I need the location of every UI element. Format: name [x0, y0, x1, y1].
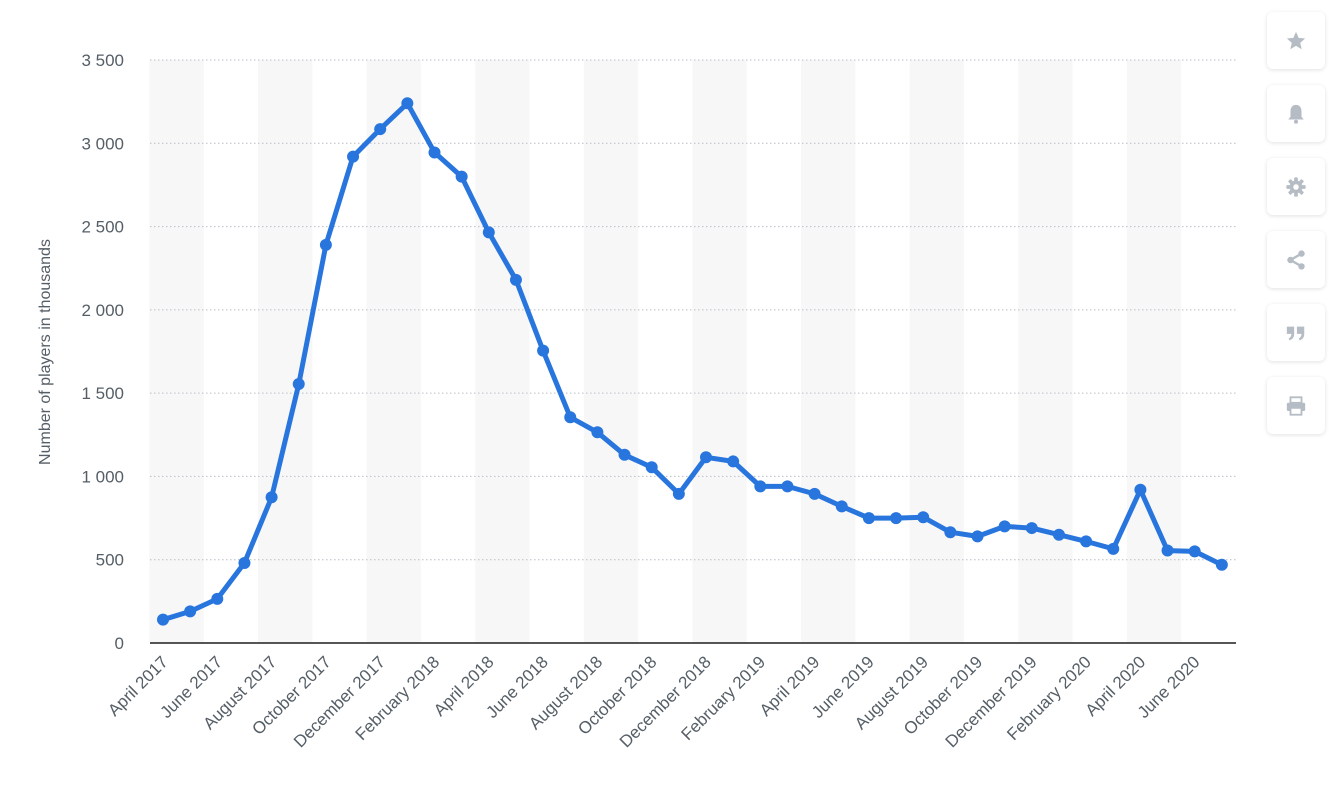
data-point[interactable] — [347, 150, 360, 163]
data-point[interactable] — [564, 411, 577, 424]
print-button[interactable] — [1267, 377, 1325, 434]
background-band — [1126, 60, 1182, 643]
data-point[interactable] — [618, 448, 631, 461]
background-band — [583, 60, 639, 643]
background-band — [692, 60, 747, 643]
data-point[interactable] — [998, 520, 1011, 533]
data-point[interactable] — [645, 461, 658, 474]
y-axis-label: Number of players in thousands — [37, 239, 54, 465]
data-point[interactable] — [781, 480, 794, 493]
y-tick-label: 3 500 — [81, 51, 124, 70]
y-tick-label: 2 000 — [81, 301, 124, 320]
data-point[interactable] — [1161, 544, 1174, 557]
share-button[interactable] — [1267, 231, 1325, 288]
series-line — [160, 100, 1225, 623]
data-point[interactable] — [1025, 522, 1038, 535]
y-axis-ticks: 0 500 1 000 1 500 2 000 2 500 3 000 3 500 — [81, 51, 124, 653]
background-band — [149, 60, 204, 643]
background-band — [801, 60, 856, 643]
data-point[interactable] — [482, 226, 495, 239]
background-band — [1018, 60, 1073, 643]
x-tick-label: December 2017 — [290, 652, 389, 751]
notification-button[interactable] — [1267, 85, 1325, 142]
y-tick-label: 2 500 — [81, 218, 124, 237]
data-point[interactable] — [672, 487, 685, 500]
data-point[interactable] — [428, 146, 441, 159]
share-icon — [1287, 249, 1305, 270]
settings-button[interactable] — [1267, 158, 1325, 215]
y-tick-label: 3 000 — [81, 134, 124, 153]
data-point[interactable] — [374, 123, 387, 136]
print-icon — [1286, 395, 1306, 416]
y-tick-label: 1 500 — [81, 384, 124, 403]
data-point[interactable] — [1188, 545, 1201, 558]
data-point[interactable] — [509, 273, 522, 286]
favorite-button[interactable] — [1267, 12, 1325, 69]
quote-icon — [1286, 326, 1305, 340]
chart-toolbar — [1267, 12, 1327, 450]
data-point[interactable] — [727, 455, 740, 468]
data-point[interactable] — [184, 605, 197, 618]
data-point[interactable] — [157, 613, 169, 626]
data-point[interactable] — [537, 344, 550, 357]
data-point[interactable] — [1052, 528, 1065, 541]
data-point[interactable] — [1215, 558, 1228, 571]
data-point[interactable] — [292, 377, 305, 390]
data-point[interactable] — [401, 97, 414, 110]
series-layer — [157, 97, 1228, 626]
data-point[interactable] — [890, 512, 903, 525]
star-icon — [1286, 31, 1306, 49]
background-band — [366, 60, 421, 643]
data-point[interactable] — [265, 491, 278, 504]
background-band — [475, 60, 530, 643]
cite-button[interactable] — [1267, 304, 1325, 361]
background-band — [909, 60, 964, 643]
data-point[interactable] — [808, 487, 821, 500]
data-point[interactable] — [835, 500, 848, 513]
data-point[interactable] — [700, 451, 712, 464]
y-tick-label: 0 — [115, 634, 124, 653]
data-point[interactable] — [917, 511, 930, 524]
data-point[interactable] — [971, 530, 984, 543]
data-point[interactable] — [211, 592, 224, 605]
data-point[interactable] — [455, 170, 468, 183]
y-tick-label: 1 000 — [81, 467, 124, 486]
x-tick-label: December 2019 — [942, 652, 1041, 751]
alternating-bands — [149, 60, 1182, 643]
gear-icon — [1286, 176, 1306, 197]
data-point[interactable] — [862, 512, 875, 525]
data-point[interactable] — [238, 557, 251, 570]
data-point[interactable] — [1134, 483, 1147, 496]
data-point[interactable] — [591, 426, 604, 439]
bell-icon — [1288, 104, 1304, 124]
data-point[interactable] — [944, 526, 957, 539]
data-point[interactable] — [1080, 535, 1093, 548]
data-point[interactable] — [319, 238, 332, 251]
data-point[interactable] — [1107, 542, 1120, 555]
x-tick-label: December 2018 — [616, 652, 715, 751]
data-point[interactable] — [754, 480, 767, 493]
y-tick-label: 500 — [96, 551, 124, 570]
